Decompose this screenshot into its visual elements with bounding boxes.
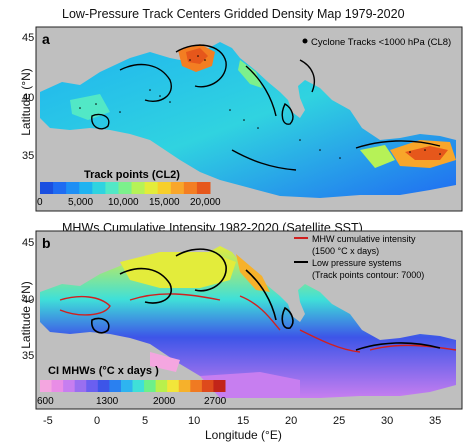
panel-b-pink-region-gabes — [150, 352, 180, 372]
panel-a-sea — [40, 42, 456, 198]
colorbar-swatch — [40, 182, 54, 194]
panel-b-colorbar-tick: 2700 — [204, 396, 227, 407]
panel-b-mhw-contours — [59, 293, 457, 353]
lon-tick: -5 — [43, 415, 53, 427]
panel-b-colorbar-title: CI MHWs (°C x days ) — [48, 365, 159, 377]
x-axis-label: Longitude (°E) — [205, 428, 282, 442]
colorbar-swatch — [132, 380, 145, 392]
panel-b-sea — [40, 246, 456, 398]
panel-b-warm-region-north — [120, 252, 236, 288]
panel-a-colorbar — [40, 182, 211, 194]
colorbar-swatch — [51, 380, 64, 392]
panel-a-hotspot-west — [70, 94, 110, 120]
lon-tick: 5 — [142, 415, 149, 427]
colorbar-swatch — [105, 182, 119, 194]
panel-b-legend-black-label: Low pressure systems — [312, 258, 402, 268]
lon-tick: 35 — [429, 415, 442, 427]
lon-tick: 10 — [188, 415, 201, 427]
panel-b-lat-tick: 45 — [22, 237, 35, 249]
colorbar-swatch — [74, 380, 87, 392]
panel-a-hotspot-adriatic — [238, 60, 262, 88]
panel-a-colorbar-tick: 10,000 — [108, 197, 139, 208]
colorbar-swatch — [190, 380, 203, 392]
panel-b-lat-tick: 35 — [22, 350, 35, 362]
colorbar-swatch — [109, 380, 122, 392]
colorbar-swatch — [170, 182, 185, 194]
panel-b-legend-black-sublabel: (Track points contour: 7000) — [312, 270, 424, 280]
panel-b-letter: b — [42, 235, 51, 251]
colorbar-swatch — [178, 380, 191, 392]
panel-a-lat-tick: 40 — [22, 92, 35, 104]
panel-b-colorbar-tick: 1300 — [96, 396, 119, 407]
panel-b-colorbar — [40, 380, 226, 392]
colorbar-swatch — [97, 380, 110, 392]
colorbar-swatch — [213, 380, 226, 392]
colorbar-swatch — [144, 182, 159, 194]
panel-b-low-pressure-contours — [91, 248, 441, 351]
lon-tick: 0 — [94, 415, 101, 427]
colorbar-swatch — [155, 380, 168, 392]
panel-b-lat-tick: 40 — [22, 294, 35, 306]
panel-a-colorbar-title: Track points (CL2) — [84, 169, 180, 181]
colorbar-swatch — [157, 182, 172, 194]
colorbar-swatch — [86, 380, 99, 392]
panel-a-colorbar-ticks: 0 5,000 10,000 15,000 20,000 — [37, 197, 221, 208]
panel-a-hotspot-genoa-inner — [186, 48, 208, 64]
colorbar-swatch — [167, 380, 180, 392]
panel-b-legend-red-label: MHW cumulative intensity — [312, 234, 416, 244]
colorbar-swatch — [40, 380, 53, 392]
panel-a-colorbar-tick: 5,000 — [68, 197, 93, 208]
colorbar-swatch — [66, 182, 80, 194]
panel-a-legend-dot-icon — [302, 38, 308, 44]
panel-a-map: a Cyclone Tracks <1000 hPa (CL8) Track p… — [35, 26, 463, 212]
colorbar-swatch — [118, 182, 133, 194]
panel-a-hotspot-cyprus — [360, 145, 395, 168]
lon-tick: 20 — [285, 415, 298, 427]
panel-a-colorbar-tick: 20,000 — [190, 197, 221, 208]
colorbar-swatch — [120, 380, 133, 392]
panel-a-letter: a — [42, 31, 50, 47]
panel-b-colorbar-tick: 600 — [37, 396, 54, 407]
colorbar-swatch — [144, 380, 157, 392]
lon-tick: 25 — [333, 415, 346, 427]
panel-a-contours — [91, 44, 441, 171]
panel-a-legend-label: Cyclone Tracks <1000 hPa (CL8) — [311, 37, 451, 48]
panel-b-legend-red-sublabel: (1500 °C x days) — [312, 246, 379, 256]
panel-b-warm-region-adriatic — [236, 254, 270, 292]
lon-tick: 30 — [381, 415, 394, 427]
colorbar-swatch — [79, 182, 93, 194]
colorbar-swatch — [183, 182, 198, 194]
colorbar-swatch — [131, 182, 146, 194]
colorbar-swatch — [196, 182, 211, 194]
colorbar-swatch — [53, 182, 67, 194]
panel-b-colorbar-ticks: 600 1300 2000 2700 — [37, 396, 227, 407]
panel-b-colorbar-tick: 2000 — [153, 396, 176, 407]
panel-a-lat-tick: 45 — [22, 32, 35, 44]
panel-b-map: b MHW cumulative intensity (1500 °C x da… — [35, 230, 463, 410]
colorbar-swatch — [92, 182, 106, 194]
panel-a-hotspot-levant-inner — [405, 146, 448, 160]
colorbar-swatch — [201, 380, 214, 392]
panel-a-lat-tick: 35 — [22, 150, 35, 162]
panel-a-colorbar-tick: 0 — [37, 197, 43, 208]
panel-a-colorbar-tick: 15,000 — [149, 197, 180, 208]
panel-a-cyclone-track-dots — [79, 55, 441, 159]
colorbar-swatch — [63, 380, 76, 392]
lon-tick: 15 — [237, 415, 250, 427]
panel-a-title: Low-Pressure Track Centers Gridded Densi… — [62, 7, 405, 21]
